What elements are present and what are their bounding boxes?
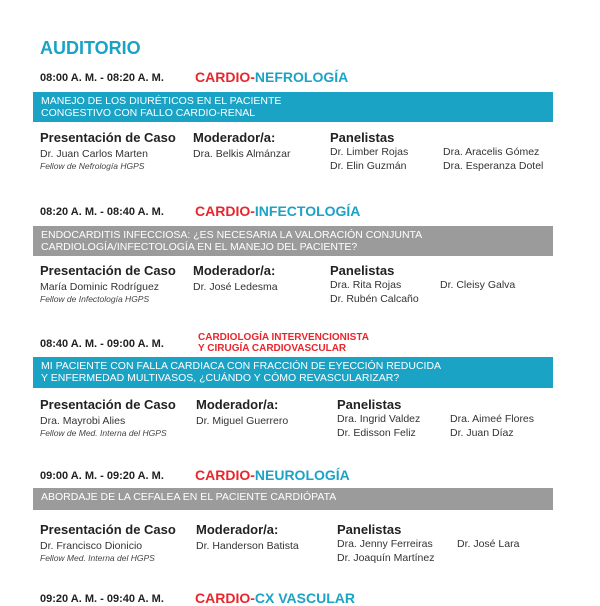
panelist: Dr. Edisson Feliz xyxy=(337,427,416,439)
panelist: Dr. Juan Díaz xyxy=(450,427,514,439)
panel-heading: Panelistas xyxy=(330,263,395,278)
panelist: Dr. Elin Guzmán xyxy=(330,160,407,172)
case-affiliation: Fellow de Med. Interna del HGPS xyxy=(40,428,167,438)
case-affiliation: Fellow de Infectología HGPS xyxy=(40,294,150,304)
case-affiliation: Fellow de Nefrología HGPS xyxy=(40,161,145,171)
session-bar: MI PACIENTE CON FALLA CARDIACA CON FRACC… xyxy=(33,357,553,388)
topic-prefix: CARDIO- xyxy=(195,69,255,85)
panelist: Dra. Rita Rojas xyxy=(330,279,402,291)
bar-text: MANEJO DE LOS DIURÉTICOS EN EL PACIENTE xyxy=(41,95,282,107)
topic-line: CARDIOLOGÍA INTERVENCIONISTA xyxy=(198,332,369,343)
moderator-name: Dr. Handerson Batista xyxy=(196,540,299,552)
bar-text: CARDIOLOGÍA/INFECTOLOGÍA EN EL MANEJO DE… xyxy=(41,241,358,253)
time: 08:00 A. M. - 08:20 A. M. xyxy=(40,72,164,84)
topic-name: CX VASCULAR xyxy=(254,590,355,606)
case-name: María Dominic Rodríguez xyxy=(40,281,160,293)
topic-name: NEUROLOGÍA xyxy=(254,467,350,483)
panel-heading: Panelistas xyxy=(330,130,395,145)
topic-name: NEFROLOGÍA xyxy=(254,69,349,85)
panelist: Dra. Aimeé Flores xyxy=(450,413,535,425)
bar-text: MI PACIENTE CON FALLA CARDIACA CON FRACC… xyxy=(41,360,442,372)
case-heading: Presentación de Caso xyxy=(40,522,176,537)
moderator-name: Dr. José Ledesma xyxy=(193,281,278,293)
bar-text: CONGESTIVO CON FALLO CARDIO-RENAL xyxy=(41,107,256,119)
case-name: Dra. Mayrobi Alies xyxy=(40,415,126,427)
moderator-heading: Moderador/a: xyxy=(196,397,279,412)
panel-heading: Panelistas xyxy=(337,522,402,537)
panelist: Dr. José Lara xyxy=(457,538,520,550)
bar-text: Y ENFERMEDAD MULTIVASOS, ¿CUÁNDO Y CÓMO … xyxy=(41,372,400,384)
panelist: Dra. Jenny Ferreiras xyxy=(337,538,433,550)
topic: CARDIO-INFECTOLOGÍA xyxy=(195,203,360,219)
panelist: Dra. Ingrid Valdez xyxy=(337,413,421,425)
moderator-heading: Moderador/a: xyxy=(193,130,276,145)
time: 08:20 A. M. - 08:40 A. M. xyxy=(40,206,164,218)
bar-text: ENDOCARDITIS INFECCIOSA: ¿ES NECESARIA L… xyxy=(41,229,423,241)
moderator-heading: Moderador/a: xyxy=(193,263,276,278)
panelist: Dr. Joaquín Martínez xyxy=(337,552,435,564)
topic-prefix: CARDIO- xyxy=(195,203,255,219)
time: 09:00 A. M. - 09:20 A. M. xyxy=(40,470,164,482)
panelist: Dra. Esperanza Dotel xyxy=(443,160,544,172)
panelist: Dr. Cleisy Galva xyxy=(440,279,516,291)
topic-prefix: CARDIO- xyxy=(195,590,255,606)
panelist: Dr. Rubén Calcaño xyxy=(330,293,419,305)
case-name: Dr. Francisco Dionicio xyxy=(40,540,143,552)
topic-line: Y CIRUGÍA CARDIOVASCULAR xyxy=(198,343,347,354)
case-name: Dr. Juan Carlos Marten xyxy=(40,148,148,160)
case-heading: Presentación de Caso xyxy=(40,130,176,145)
session-bar: MANEJO DE LOS DIURÉTICOS EN EL PACIENTE C… xyxy=(33,92,553,122)
topic: CARDIO-NEFROLOGÍA xyxy=(195,69,348,85)
case-affiliation: Fellow Med. Interna del HGPS xyxy=(40,553,155,563)
bar-text: ABORDAJE DE LA CEFALEA EN EL PACIENTE CA… xyxy=(41,491,337,503)
topic-prefix: CARDIO- xyxy=(195,467,255,483)
moderator-name: Dra. Belkis Almánzar xyxy=(193,148,291,160)
moderator-heading: Moderador/a: xyxy=(196,522,279,537)
panel-heading: Panelistas xyxy=(337,397,402,412)
case-heading: Presentación de Caso xyxy=(40,397,176,412)
panelist: Dr. Limber Rojas xyxy=(330,146,409,158)
topic-name: INFECTOLOGÍA xyxy=(254,203,361,219)
time: 08:40 A. M. - 09:00 A. M. xyxy=(40,338,164,350)
panelist: Dra. Aracelis Gómez xyxy=(443,146,540,158)
session-bar: ABORDAJE DE LA CEFALEA EN EL PACIENTE CA… xyxy=(33,488,553,510)
topic: CARDIO-NEUROLOGÍA xyxy=(195,467,350,483)
time: 09:20 A. M. - 09:40 A. M. xyxy=(40,593,164,605)
moderator-name: Dr. Miguel Guerrero xyxy=(196,415,289,427)
topic: CARDIO-CX VASCULAR xyxy=(195,590,355,606)
case-heading: Presentación de Caso xyxy=(40,263,176,278)
title: AUDITORIO xyxy=(40,38,141,58)
session-bar: ENDOCARDITIS INFECCIOSA: ¿ES NECESARIA L… xyxy=(33,226,553,256)
